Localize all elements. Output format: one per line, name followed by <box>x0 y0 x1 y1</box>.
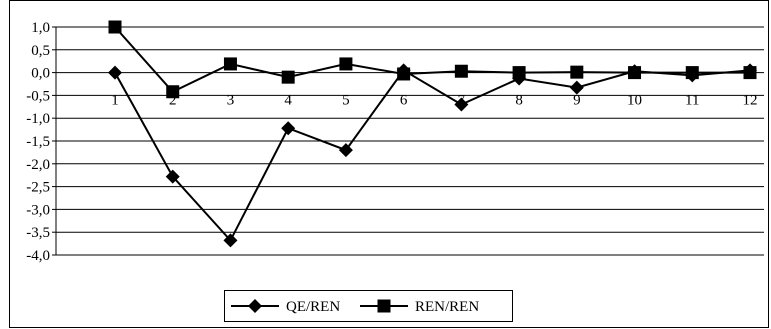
y-tick-label: -0,5 <box>26 88 50 104</box>
x-tick-label: 11 <box>685 93 699 109</box>
point-marker <box>570 65 584 79</box>
y-tick-labels: 1,0 0,5 0,0 -0,5 -1,0 -1,5 -2,0 -2,5 -3,0 -3,5 -4,… <box>26 20 50 264</box>
point-marker <box>281 121 296 136</box>
point-marker <box>166 85 180 99</box>
x-tick-label: 1 <box>111 93 119 109</box>
y-tick-label: -3,0 <box>26 202 50 218</box>
y-tick-label: -4,0 <box>26 248 50 264</box>
point-marker <box>108 65 122 80</box>
point-marker <box>512 71 527 86</box>
x-tick-label: 12 <box>743 93 758 109</box>
point-marker <box>281 70 295 84</box>
y-tick-label: 0,5 <box>31 43 50 59</box>
point-marker <box>165 169 180 184</box>
point-marker <box>108 20 122 34</box>
point-marker <box>569 80 584 95</box>
legend-marker <box>248 299 262 313</box>
x-tick-label: 2 <box>169 93 177 109</box>
point-marker <box>339 57 353 71</box>
x-tick-label: 10 <box>627 93 642 109</box>
y-tick-label: -1,5 <box>26 134 50 150</box>
legend-label: REN/REN <box>415 299 479 315</box>
point-marker <box>338 143 353 158</box>
y-tick-label: -3,5 <box>26 225 50 241</box>
legend-marker <box>377 299 391 313</box>
x-tick-label: 6 <box>400 93 408 109</box>
point-marker <box>627 64 642 79</box>
y-tick-label: 1,0 <box>31 20 50 36</box>
point-marker <box>223 233 238 248</box>
legend: QE/REN REN/REN <box>224 290 513 322</box>
gridlines <box>52 26 764 256</box>
x-tick-label: 5 <box>342 93 350 109</box>
y-tick-label: -2,0 <box>26 157 50 173</box>
x-tick-label: 8 <box>515 93 523 109</box>
data-markers <box>108 20 757 248</box>
point-marker <box>223 57 237 71</box>
point-marker <box>743 63 757 78</box>
y-tick-label: -2,5 <box>26 180 50 196</box>
point-marker <box>685 68 700 83</box>
x-tick-label: 3 <box>227 93 235 109</box>
y-tick-label: -1,0 <box>26 111 50 127</box>
point-marker <box>396 63 411 78</box>
y-tick-label: 0,0 <box>31 66 50 82</box>
series-line-2 <box>114 26 750 93</box>
legend-label: QE/REN <box>286 299 340 315</box>
point-marker <box>454 97 469 112</box>
series-lines <box>114 26 751 243</box>
x-tick-label: 9 <box>573 93 581 109</box>
x-tick-label: 4 <box>284 93 292 109</box>
point-marker <box>454 64 468 78</box>
